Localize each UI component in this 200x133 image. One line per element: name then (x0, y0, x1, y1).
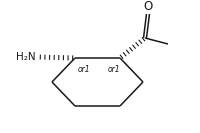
Text: H₂N: H₂N (16, 52, 36, 62)
Text: or1: or1 (78, 65, 91, 74)
Text: O: O (143, 0, 153, 13)
Text: or1: or1 (108, 65, 121, 74)
